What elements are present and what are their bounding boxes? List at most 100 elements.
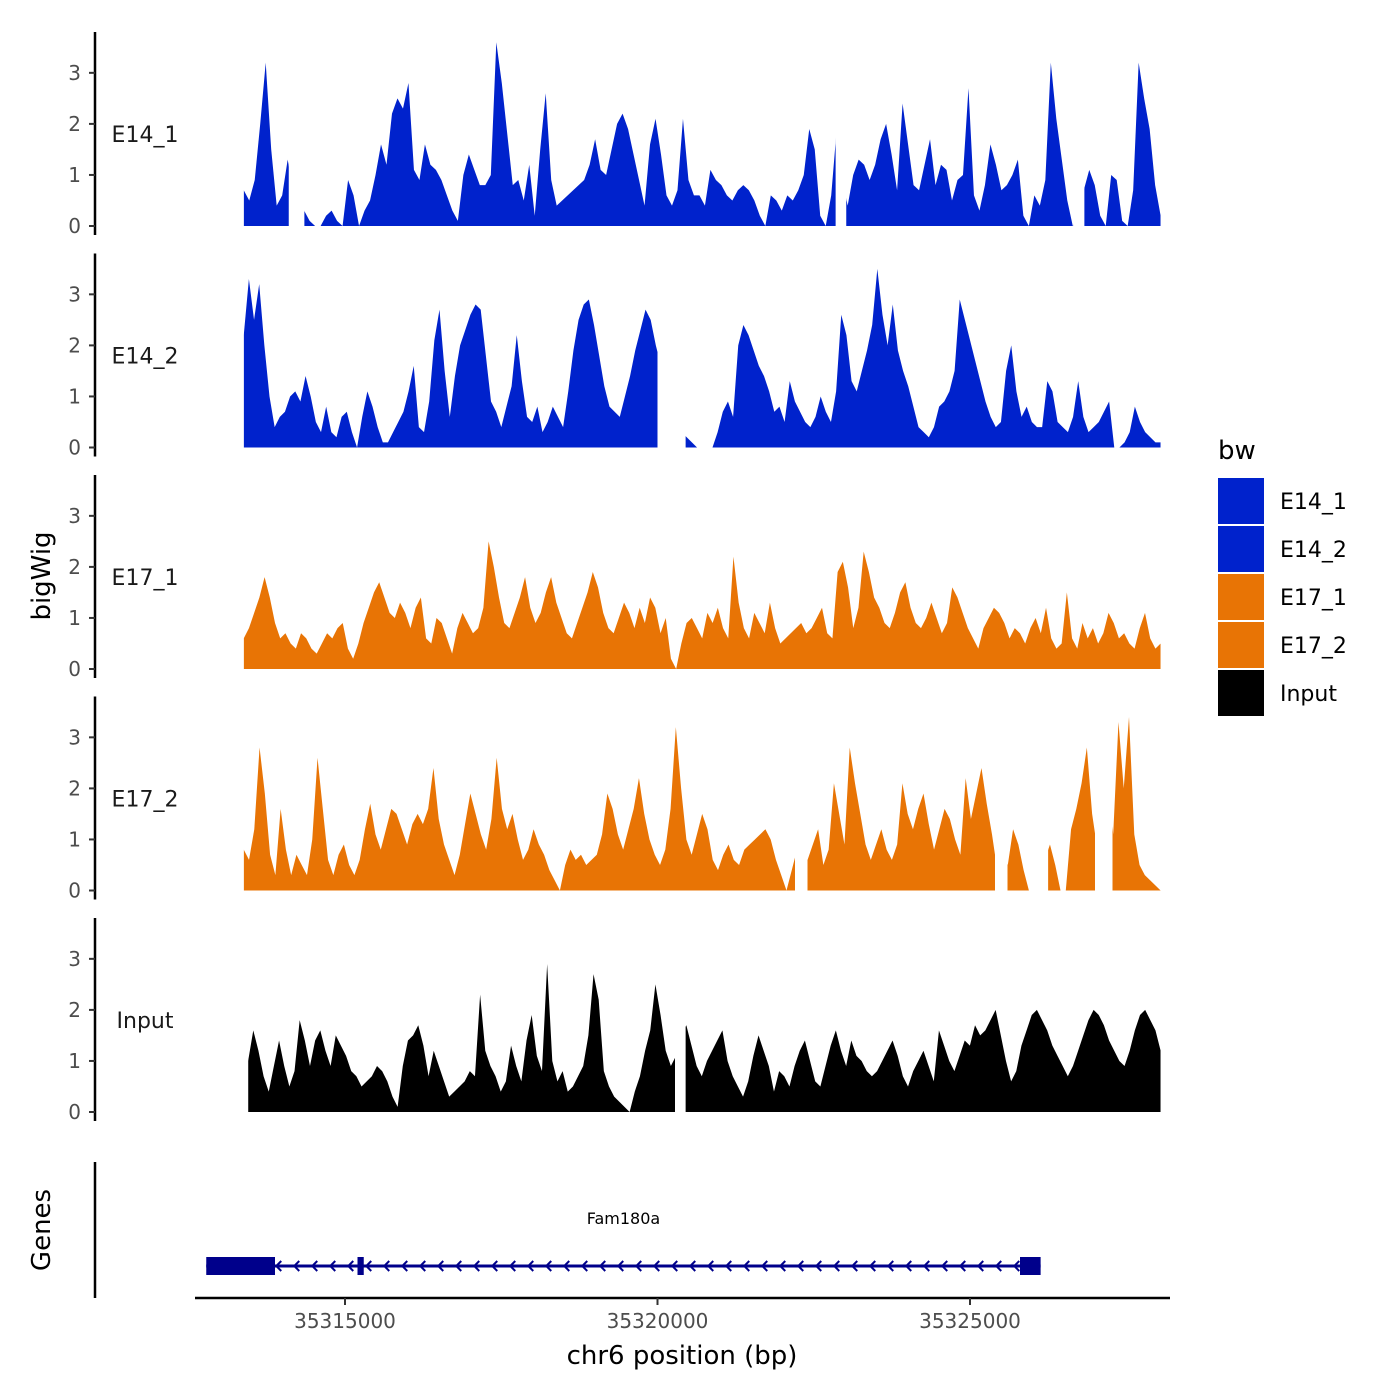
strand-arrow [850,1260,858,1272]
y-axis-title: bigWig [27,531,57,620]
y-tick-label: 3 [68,947,81,971]
coverage-area-Input [248,963,1161,1112]
y-tick-label: 3 [68,61,81,85]
legend-swatch-E17_1 [1218,574,1264,620]
y-tick-label: 0 [68,214,81,238]
gene-exon [206,1257,275,1275]
strand-arrow [400,1260,408,1272]
x-axis-title: chr6 position (bp) [567,1341,798,1371]
track-Input: 0 1 2 3 Input [68,918,1161,1124]
x-axis: 35315000 35320000 35325000 chr6 position (… [195,1296,1170,1371]
strand-arrow [940,1260,948,1272]
y-tick-label: 1 [68,606,81,630]
strand-arrow [562,1260,570,1272]
track-E17_2: 0 1 2 3 E17_2 [68,696,1161,903]
legend-label: E17_1 [1280,586,1347,611]
x-tick-label: 35315000 [294,1309,396,1333]
legend-label: E14_2 [1280,538,1347,563]
x-tick-label: 35320000 [607,1309,709,1333]
legend: bw E14_1 E14_2 E17_1 E17_2 Input [1218,436,1347,716]
y-tick-label: 2 [68,112,81,136]
y-tick-label: 2 [68,776,81,800]
strand-arrow [526,1260,534,1272]
coverage-area-E17_2 [243,716,1161,891]
strand-arrow [544,1260,552,1272]
strand-arrow [310,1260,318,1272]
strand-arrow [652,1260,660,1272]
legend-swatch-E14_1 [1218,478,1264,524]
strand-arrow [364,1260,372,1272]
gene-panel: Genes Fam180a [27,1162,1041,1298]
strand-arrow [688,1260,696,1272]
strand-arrow [436,1260,444,1272]
strand-arrow [814,1260,822,1272]
strand-arrow [706,1260,714,1272]
track-label: E17_1 [112,566,179,591]
strand-arrow [868,1260,876,1272]
legend-swatch-E14_2 [1218,526,1264,572]
coverage-area-E14_2 [243,268,1161,448]
strand-arrow [976,1260,984,1272]
y-tick-label: 0 [68,879,81,903]
y-tick-label: 0 [68,657,81,681]
gene-model [206,1257,1041,1275]
y-tick-label: 0 [68,1100,81,1124]
strand-arrow [274,1260,282,1272]
y-tick-label: 3 [68,282,81,306]
strand-arrow [1012,1260,1020,1272]
track-label: E17_2 [112,788,179,813]
strand-arrow [724,1260,732,1272]
track-E14_2: 0 1 2 3 E14_2 [68,253,1161,460]
legend-swatch-E17_2 [1218,622,1264,668]
strand-arrow [760,1260,768,1272]
x-tick-label: 35325000 [919,1309,1021,1333]
coverage-area-E14_1 [243,42,1161,226]
strand-arrow [958,1260,966,1272]
strand-arrow [616,1260,624,1272]
track-label: E14_1 [112,123,179,148]
strand-arrow [328,1260,336,1272]
strand-arrow [832,1260,840,1272]
legend-swatch-Input [1218,670,1264,716]
strand-arrow [598,1260,606,1272]
strand-arrow [742,1260,750,1272]
legend-label: Input [1280,682,1337,707]
y-tick-label: 2 [68,333,81,357]
strand-arrow [454,1260,462,1272]
strand-arrow [922,1260,930,1272]
track-E17_1: 0 1 2 3 E17_1 [68,475,1161,681]
strand-arrow [634,1260,642,1272]
y-tick-label: 1 [68,384,81,408]
track-label: E14_2 [112,345,179,370]
strand-arrow [796,1260,804,1272]
track-label: Input [117,1009,174,1034]
y-tick-label: 1 [68,827,81,851]
strand-arrow [994,1260,1002,1272]
gene-exon [1020,1257,1041,1275]
x-ticks: 35315000 35320000 35325000 [294,1298,1021,1333]
strand-arrow [904,1260,912,1272]
y-tick-label: 2 [68,555,81,579]
y-tick-label: 1 [68,163,81,187]
strand-arrow [292,1260,300,1272]
strand-arrow [382,1260,390,1272]
legend-label: E17_2 [1280,634,1347,659]
coverage-area-E17_1 [243,541,1161,669]
y-tick-label: 0 [68,436,81,460]
strand-arrow [580,1260,588,1272]
strand-arrow [472,1260,480,1272]
strand-arrow [508,1260,516,1272]
y-tick-label: 1 [68,1049,81,1073]
gene-exon [357,1257,364,1275]
coverage-tracks: 0 1 2 3 E14_1 0 1 2 3 E14_2 0 1 2 3 E17_1 0 1 2 3 E17_2 0 1 2 3… [68,32,1161,1124]
y-tick-label: 3 [68,504,81,528]
strand-arrow [670,1260,678,1272]
strand-arrow [886,1260,894,1272]
legend-title: bw [1218,436,1256,466]
track-E14_1: 0 1 2 3 E14_1 [68,32,1161,238]
y-tick-label: 2 [68,998,81,1022]
y-tick-label: 3 [68,725,81,749]
gene-name-label: Fam180a [587,1209,660,1228]
strand-arrow [346,1260,354,1272]
